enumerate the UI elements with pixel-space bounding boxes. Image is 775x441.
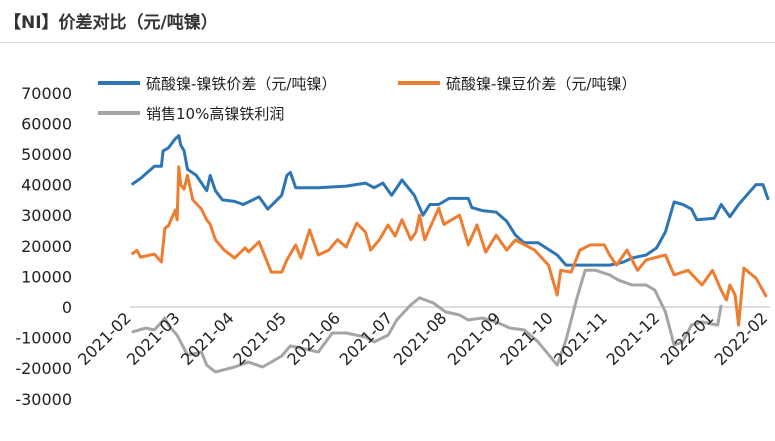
y-tick-label: -10000 <box>15 329 72 348</box>
series-line-2 <box>131 268 723 374</box>
x-tick-label: 2021-03 <box>123 308 184 369</box>
series-line-1 <box>130 165 768 327</box>
x-tick-label: 2021-12 <box>603 308 664 369</box>
y-tick-label: -20000 <box>15 359 72 378</box>
legend-label: 硫酸镍-镍铁价差（元/吨镍） <box>146 75 336 93</box>
x-tick-label: 2021-09 <box>444 308 505 369</box>
x-tick-label: 2021-10 <box>496 308 557 369</box>
x-tick-label: 2021-06 <box>283 308 344 369</box>
x-tick-label: 2021-11 <box>550 308 611 369</box>
legend-label: 硫酸镍-镍豆价差（元/吨镍） <box>446 75 636 93</box>
legend-label: 销售10%高镍铁利润 <box>146 105 284 123</box>
y-tick-label: 70000 <box>21 84 72 103</box>
y-tick-label: 20000 <box>21 237 72 256</box>
y-tick-label: 50000 <box>21 145 72 164</box>
title-divider <box>0 42 775 43</box>
y-tick-label: 10000 <box>21 267 72 286</box>
y-tick-label: 40000 <box>21 176 72 195</box>
x-tick-label: 2021-04 <box>177 308 238 369</box>
y-tick-label: 30000 <box>21 206 72 225</box>
chart-title: 【NI】价差对比（元/吨镍） <box>4 13 218 33</box>
y-tick-label: -30000 <box>15 390 72 409</box>
y-tick-label: 60000 <box>21 114 72 133</box>
y-tick-label: 0 <box>62 298 72 317</box>
x-tick-label: 2021-07 <box>336 308 397 369</box>
series-line-0 <box>130 134 770 267</box>
x-tick-label: 2021-05 <box>229 308 290 369</box>
x-tick-label: 2021-02 <box>74 308 135 369</box>
